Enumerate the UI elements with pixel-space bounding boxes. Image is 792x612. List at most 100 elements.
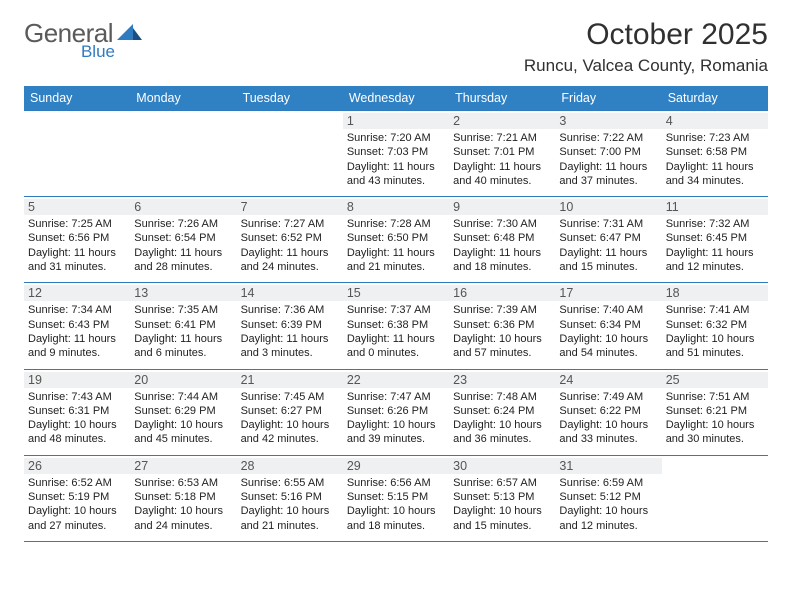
calendar-cell: 29Sunrise: 6:56 AMSunset: 5:15 PMDayligh… — [343, 455, 449, 541]
sunset-text: Sunset: 6:22 PM — [559, 404, 657, 418]
day-info: Sunrise: 7:27 AMSunset: 6:52 PMDaylight:… — [241, 217, 339, 274]
daylight-text: Daylight: 10 hours and 18 minutes. — [347, 504, 445, 533]
day-info: Sunrise: 7:26 AMSunset: 6:54 PMDaylight:… — [134, 217, 232, 274]
calendar-cell: 2Sunrise: 7:21 AMSunset: 7:01 PMDaylight… — [449, 111, 555, 197]
sunrise-text: Sunrise: 7:23 AM — [666, 131, 764, 145]
day-number: 27 — [130, 458, 236, 474]
sunset-text: Sunset: 6:47 PM — [559, 231, 657, 245]
sunset-text: Sunset: 6:32 PM — [666, 318, 764, 332]
logo-triangle-icon — [117, 24, 143, 47]
day-header: Tuesday — [237, 86, 343, 111]
daylight-text: Daylight: 10 hours and 45 minutes. — [134, 418, 232, 447]
day-info: Sunrise: 7:49 AMSunset: 6:22 PMDaylight:… — [559, 390, 657, 447]
calendar-cell: 17Sunrise: 7:40 AMSunset: 6:34 PMDayligh… — [555, 283, 661, 369]
calendar-cell: 3 Sunrise: 7:22 AMSunset: 7:00 PMDaylight… — [555, 111, 661, 197]
sunrise-text: Sunrise: 7:51 AM — [666, 390, 764, 404]
calendar-cell: 13Sunrise: 7:35 AMSunset: 6:41 PMDayligh… — [130, 283, 236, 369]
day-info: Sunrise: 7:31 AMSunset: 6:47 PMDaylight:… — [559, 217, 657, 274]
day-number: 30 — [449, 458, 555, 474]
sunset-text: Sunset: 6:29 PM — [134, 404, 232, 418]
day-info: Sunrise: 7:36 AMSunset: 6:39 PMDaylight:… — [241, 303, 339, 360]
sunrise-text: Sunrise: 7:36 AM — [241, 303, 339, 317]
calendar-week-row: 5Sunrise: 7:25 AMSunset: 6:56 PMDaylight… — [24, 197, 768, 283]
sunset-text: Sunset: 6:39 PM — [241, 318, 339, 332]
day-number: 12 — [24, 285, 130, 301]
sunrise-text: Sunrise: 7:31 AM — [559, 217, 657, 231]
calendar-cell: 21Sunrise: 7:45 AMSunset: 6:27 PMDayligh… — [237, 369, 343, 455]
sunrise-text: Sunrise: 7:28 AM — [347, 217, 445, 231]
daylight-text: Daylight: 10 hours and 15 minutes. — [453, 504, 551, 533]
day-number: 3 — [555, 113, 661, 129]
calendar-week-row: 26Sunrise: 6:52 AMSunset: 5:19 PMDayligh… — [24, 455, 768, 541]
day-number: 18 — [662, 285, 768, 301]
calendar-cell: 10Sunrise: 7:31 AMSunset: 6:47 PMDayligh… — [555, 197, 661, 283]
calendar-table: Sunday Monday Tuesday Wednesday Thursday… — [24, 86, 768, 542]
sunrise-text: Sunrise: 7:26 AM — [134, 217, 232, 231]
sunrise-text: Sunrise: 7:39 AM — [453, 303, 551, 317]
daylight-text: Daylight: 11 hours and 28 minutes. — [134, 246, 232, 275]
sunset-text: Sunset: 5:16 PM — [241, 490, 339, 504]
day-header: Sunday — [24, 86, 130, 111]
day-number: 8 — [343, 199, 449, 215]
sunrise-text: Sunrise: 7:47 AM — [347, 390, 445, 404]
day-info: Sunrise: 7:51 AMSunset: 6:21 PMDaylight:… — [666, 390, 764, 447]
daylight-text: Daylight: 11 hours and 9 minutes. — [28, 332, 126, 361]
sunset-text: Sunset: 5:13 PM — [453, 490, 551, 504]
daylight-text: Daylight: 11 hours and 24 minutes. — [241, 246, 339, 275]
day-header-row: Sunday Monday Tuesday Wednesday Thursday… — [24, 86, 768, 111]
sunset-text: Sunset: 6:58 PM — [666, 145, 764, 159]
daylight-text: Daylight: 11 hours and 34 minutes. — [666, 160, 764, 189]
daylight-text: Daylight: 10 hours and 54 minutes. — [559, 332, 657, 361]
sunset-text: Sunset: 7:00 PM — [559, 145, 657, 159]
sunset-text: Sunset: 6:48 PM — [453, 231, 551, 245]
sunrise-text: Sunrise: 7:43 AM — [28, 390, 126, 404]
sunrise-text: Sunrise: 7:32 AM — [666, 217, 764, 231]
sunrise-text: Sunrise: 7:37 AM — [347, 303, 445, 317]
day-info: Sunrise: 7:28 AMSunset: 6:50 PMDaylight:… — [347, 217, 445, 274]
sunset-text: Sunset: 5:18 PM — [134, 490, 232, 504]
calendar-cell: 30 Sunrise: 6:57 AMSunset: 5:13 PMDayligh… — [449, 455, 555, 541]
sunrise-text: Sunrise: 7:41 AM — [666, 303, 764, 317]
sunset-text: Sunset: 6:43 PM — [28, 318, 126, 332]
sunrise-text: Sunrise: 7:34 AM — [28, 303, 126, 317]
calendar-cell: 7Sunrise: 7:27 AMSunset: 6:52 PMDaylight… — [237, 197, 343, 283]
daylight-text: Daylight: 10 hours and 36 minutes. — [453, 418, 551, 447]
sunrise-text: Sunrise: 6:56 AM — [347, 476, 445, 490]
day-number: 31 — [555, 458, 661, 474]
day-info: Sunrise: 6:59 AMSunset: 5:12 PMDaylight:… — [559, 476, 657, 533]
daylight-text: Daylight: 11 hours and 3 minutes. — [241, 332, 339, 361]
day-info: Sunrise: 6:56 AMSunset: 5:15 PMDaylight:… — [347, 476, 445, 533]
day-info: Sunrise: 7:47 AMSunset: 6:26 PMDaylight:… — [347, 390, 445, 447]
sunset-text: Sunset: 7:01 PM — [453, 145, 551, 159]
daylight-text: Daylight: 10 hours and 42 minutes. — [241, 418, 339, 447]
day-header: Monday — [130, 86, 236, 111]
logo: General Blue — [24, 18, 143, 49]
sunset-text: Sunset: 6:31 PM — [28, 404, 126, 418]
calendar-cell: 19Sunrise: 7:43 AMSunset: 6:31 PMDayligh… — [24, 369, 130, 455]
day-info: Sunrise: 7:22 AMSunset: 7:00 PMDaylight:… — [559, 131, 657, 188]
calendar-cell — [237, 111, 343, 197]
daylight-text: Daylight: 11 hours and 37 minutes. — [559, 160, 657, 189]
day-info: Sunrise: 7:37 AMSunset: 6:38 PMDaylight:… — [347, 303, 445, 360]
sunset-text: Sunset: 5:12 PM — [559, 490, 657, 504]
daylight-text: Daylight: 10 hours and 39 minutes. — [347, 418, 445, 447]
sunset-text: Sunset: 6:34 PM — [559, 318, 657, 332]
day-info: Sunrise: 7:32 AMSunset: 6:45 PMDaylight:… — [666, 217, 764, 274]
sunrise-text: Sunrise: 7:49 AM — [559, 390, 657, 404]
sunset-text: Sunset: 5:15 PM — [347, 490, 445, 504]
daylight-text: Daylight: 10 hours and 24 minutes. — [134, 504, 232, 533]
day-info: Sunrise: 6:57 AMSunset: 5:13 PMDaylight:… — [453, 476, 551, 533]
day-number: 25 — [662, 372, 768, 388]
calendar-cell: 9Sunrise: 7:30 AMSunset: 6:48 PMDaylight… — [449, 197, 555, 283]
day-header: Wednesday — [343, 86, 449, 111]
day-info: Sunrise: 7:35 AMSunset: 6:41 PMDaylight:… — [134, 303, 232, 360]
day-number: 9 — [449, 199, 555, 215]
calendar-cell — [662, 455, 768, 541]
day-number: 20 — [130, 372, 236, 388]
sunrise-text: Sunrise: 6:57 AM — [453, 476, 551, 490]
calendar-week-row: 12Sunrise: 7:34 AMSunset: 6:43 PMDayligh… — [24, 283, 768, 369]
sunset-text: Sunset: 6:41 PM — [134, 318, 232, 332]
calendar-cell — [24, 111, 130, 197]
sunset-text: Sunset: 6:56 PM — [28, 231, 126, 245]
calendar-week-row: 1Sunrise: 7:20 AMSunset: 7:03 PMDaylight… — [24, 111, 768, 197]
